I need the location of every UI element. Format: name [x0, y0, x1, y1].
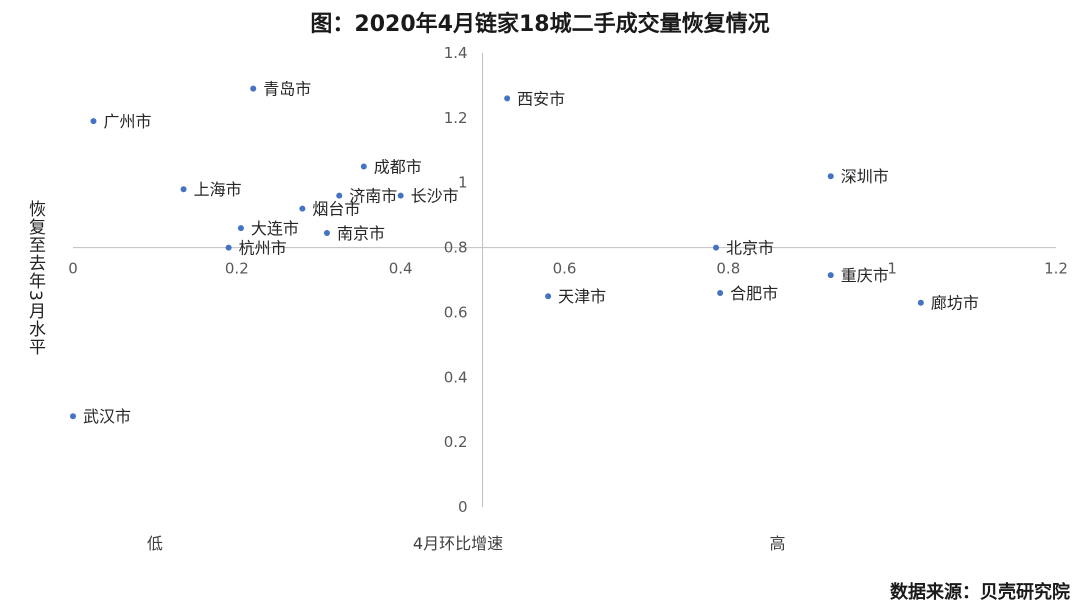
x-tick-label: 0.6	[553, 260, 577, 278]
data-point	[713, 244, 720, 251]
chart-title: 图：2020年4月链家18城二手成交量恢复情况	[310, 12, 770, 37]
x-tick-label: 0.4	[389, 260, 413, 278]
y-tick-label: 0	[458, 498, 468, 516]
data-label: 青岛市	[263, 80, 311, 99]
data-label: 上海市	[194, 180, 242, 199]
x-tick-label: 0.2	[225, 260, 249, 278]
data-point	[336, 192, 343, 199]
data-label: 武汉市	[83, 407, 131, 426]
data-label: 广州市	[103, 112, 151, 131]
y-tick-label: 0.2	[444, 433, 468, 451]
x-category-label: 4月环比增速	[413, 534, 503, 553]
data-label: 长沙市	[411, 187, 459, 206]
y-tick-label: 0.4	[444, 368, 468, 386]
data-label: 烟台市	[312, 200, 360, 219]
data-point	[545, 293, 552, 300]
data-label: 西安市	[517, 89, 565, 108]
data-label: 南京市	[337, 224, 385, 243]
y-tick-label: 1.4	[444, 44, 468, 62]
x-tick-label: 0.8	[716, 260, 740, 278]
data-label: 深圳市	[841, 167, 889, 186]
data-point	[504, 95, 511, 102]
data-point	[323, 229, 330, 236]
data-label: 杭州市	[239, 239, 287, 258]
data-label: 天津市	[558, 287, 606, 306]
data-label: 大连市	[251, 219, 299, 238]
data-label: 重庆市	[841, 266, 889, 285]
data-point	[90, 118, 97, 125]
data-point	[299, 205, 306, 212]
data-point	[917, 299, 924, 306]
y-axis-label: 恢复至去年3月水平	[25, 200, 45, 356]
data-point	[397, 192, 404, 199]
data-point	[250, 85, 257, 92]
y-tick-label: 0.8	[444, 239, 468, 257]
x-tick-label: 0	[68, 260, 78, 278]
data-label: 成都市	[374, 158, 422, 177]
data-point	[717, 289, 724, 296]
y-tick-label: 1	[458, 174, 468, 192]
data-label: 合肥市	[730, 284, 778, 303]
y-tick-label: 1.2	[444, 109, 468, 127]
data-label: 北京市	[726, 239, 774, 258]
data-label: 济南市	[349, 187, 397, 206]
x-tick-label: 1	[887, 260, 897, 278]
data-point	[827, 173, 834, 180]
data-point	[180, 186, 187, 193]
x-category-label: 高	[769, 534, 785, 553]
x-tick-label: 1.2	[1044, 260, 1068, 278]
data-point	[225, 244, 232, 251]
data-label: 廊坊市	[931, 294, 979, 313]
data-point	[237, 225, 244, 232]
y-tick-label: 0.6	[444, 303, 468, 321]
data-source: 数据来源：贝壳研究院	[890, 582, 1070, 603]
x-category-label: 低	[147, 534, 163, 553]
data-point	[360, 163, 367, 170]
data-point	[70, 413, 76, 420]
data-point	[827, 272, 834, 279]
